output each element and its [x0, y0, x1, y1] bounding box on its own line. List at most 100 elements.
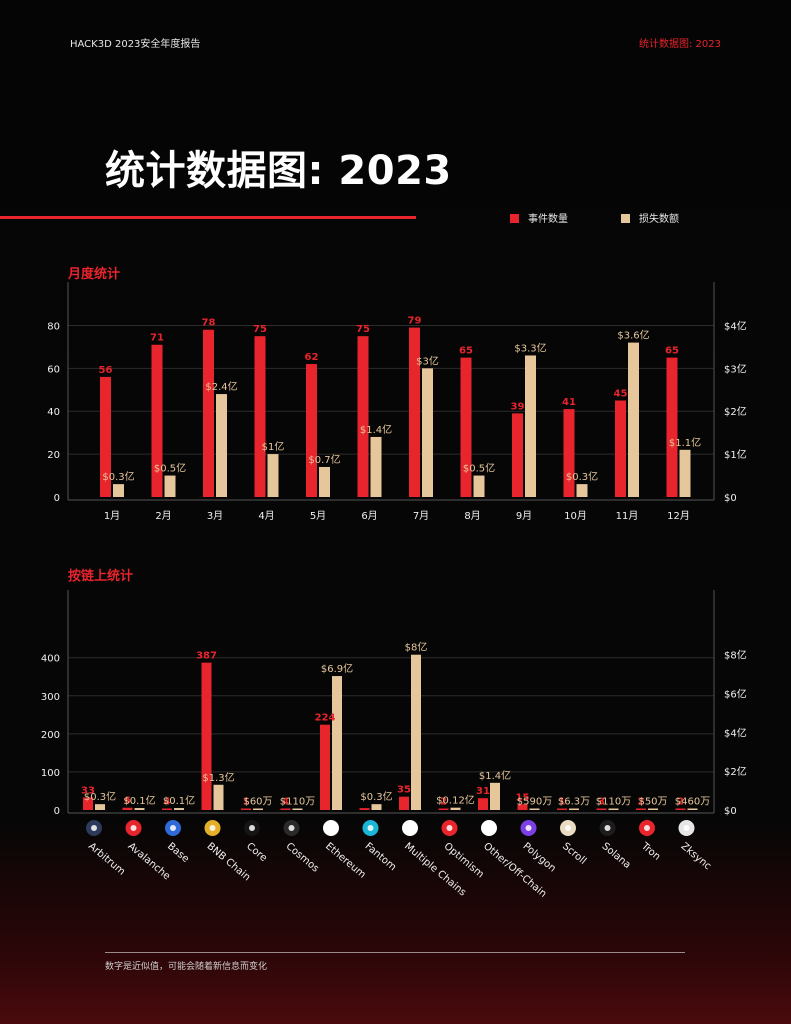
- bar-count: [409, 327, 420, 497]
- bar-count: [478, 798, 488, 810]
- data-label-count: 387: [196, 651, 217, 662]
- left-tick-label: 0: [54, 806, 60, 817]
- data-label-loss: $6.9亿: [321, 662, 353, 675]
- data-label-count: 2: [638, 797, 645, 808]
- data-label-count: 62: [305, 352, 319, 363]
- bar-loss: [95, 804, 105, 810]
- bar-count: [100, 376, 111, 497]
- bar-count: [320, 724, 330, 810]
- bar-loss: [525, 355, 536, 497]
- bar-count: [596, 808, 607, 810]
- category-label: Solana: [600, 841, 633, 871]
- other-off-chain-icon-glyph: [486, 825, 492, 831]
- bar-loss: [679, 449, 691, 497]
- scroll-icon-glyph: [565, 825, 571, 831]
- right-tick-label: $0: [724, 493, 737, 504]
- data-label-loss: $0.3亿: [84, 790, 116, 803]
- bar-loss: [473, 475, 485, 497]
- data-label-count: 4: [164, 796, 171, 807]
- left-tick-label: 400: [41, 654, 60, 665]
- legend-swatch-count: [510, 214, 519, 223]
- data-label-count: 45: [614, 389, 628, 400]
- bar-loss: [292, 808, 303, 810]
- bar-loss: [608, 808, 619, 810]
- left-tick-label: 20: [47, 450, 60, 461]
- multiple-chains-icon-glyph: [407, 825, 413, 831]
- bar-loss: [370, 436, 382, 497]
- data-label-loss: $0.1亿: [123, 794, 155, 807]
- left-tick-label: 200: [41, 730, 60, 741]
- category-label: 6月: [361, 510, 377, 522]
- monthly-chart: 0 20 40 60 80 $0 $1亿 $2亿 $3亿 $4亿 56 $0.3亿 1月 71 $0.5亿 2…: [47, 282, 747, 522]
- category-label: 12月: [667, 510, 690, 522]
- chain-chart: 0100200300400$0$2亿$4亿$6亿$8亿33$0.3亿Arbitr…: [41, 590, 747, 900]
- fantom-icon-glyph: [367, 825, 374, 831]
- chain-section-title: 按链上统计: [68, 569, 134, 584]
- data-label-loss: $1.3亿: [202, 771, 234, 784]
- category-label: Scroll: [560, 841, 588, 867]
- data-label-count: 65: [459, 346, 473, 357]
- ethereum-icon-glyph: [328, 825, 334, 831]
- avalanche-icon-glyph: [130, 825, 137, 831]
- bar-loss: [164, 475, 176, 497]
- legend-label-count: 事件数量: [528, 214, 568, 225]
- bar-count: [254, 336, 266, 497]
- bar-loss: [113, 484, 124, 497]
- report-header-title: HACK3D 2023安全年度报告: [70, 39, 201, 50]
- category-label: Core: [244, 841, 269, 864]
- bar-count: [122, 807, 133, 810]
- bar-count: [438, 808, 449, 810]
- page-title: 统计数据图: 2023: [105, 148, 452, 194]
- right-tick-label: $4亿: [724, 319, 747, 332]
- bar-loss: [411, 654, 421, 810]
- data-label-loss: $460万: [675, 797, 710, 808]
- bar-count: [517, 804, 528, 810]
- solana-icon-glyph: [604, 825, 611, 831]
- data-label-loss: $0.3亿: [102, 470, 134, 483]
- data-label-count: 78: [202, 318, 216, 329]
- bar-count: [241, 808, 251, 810]
- data-label-count: 41: [562, 397, 576, 408]
- data-label-count: 6: [124, 796, 131, 807]
- bar-loss: [213, 784, 224, 810]
- data-label-loss: $50万: [638, 797, 667, 808]
- cosmos-icon-glyph: [288, 825, 295, 831]
- bar-count: [306, 364, 317, 497]
- category-label: Avalanche: [126, 841, 173, 883]
- legend-item-count: 事件数量: [510, 210, 568, 225]
- left-tick-label: 80: [47, 321, 60, 332]
- bar-loss: [134, 808, 145, 810]
- bar-count: [280, 808, 291, 810]
- bar-count: [83, 797, 93, 810]
- data-label-loss: $8亿: [405, 641, 428, 654]
- left-tick-label: 60: [47, 364, 60, 375]
- data-label-loss: $2.4亿: [205, 380, 237, 393]
- category-label: 9月: [516, 510, 532, 522]
- bar-loss: [450, 807, 461, 810]
- monthly-section-title: 月度统计: [68, 267, 121, 282]
- bar-loss: [332, 676, 342, 810]
- data-label-loss: $1.4亿: [479, 769, 511, 782]
- footer-note: 数字是近似值，可能会随着新信息而变化: [105, 962, 268, 972]
- data-label-count: 224: [315, 713, 336, 724]
- data-label-count: 71: [150, 333, 164, 344]
- bar-loss: [576, 484, 588, 497]
- bar-count: [357, 336, 369, 497]
- bar-loss: [319, 466, 330, 497]
- data-label-count: 56: [99, 365, 113, 376]
- right-tick-label: $0: [724, 806, 737, 817]
- category-label: 7月: [413, 510, 429, 522]
- bar-count: [563, 409, 575, 497]
- category-label: Arbitrum: [86, 841, 127, 878]
- category-label: Zksync: [679, 841, 713, 872]
- category-label: 10月: [564, 510, 587, 522]
- data-label-loss: $0.1亿: [163, 794, 195, 807]
- report-header-section: 统计数据图: 2023: [639, 39, 721, 50]
- data-label-count: 79: [408, 316, 422, 327]
- data-label-loss: $0.3亿: [360, 790, 392, 803]
- data-label-loss: $0.7亿: [308, 453, 340, 466]
- right-tick-label: $2亿: [724, 405, 747, 418]
- bar-loss: [216, 394, 227, 497]
- data-label-count: 15: [516, 792, 530, 803]
- title-divider: [0, 216, 416, 219]
